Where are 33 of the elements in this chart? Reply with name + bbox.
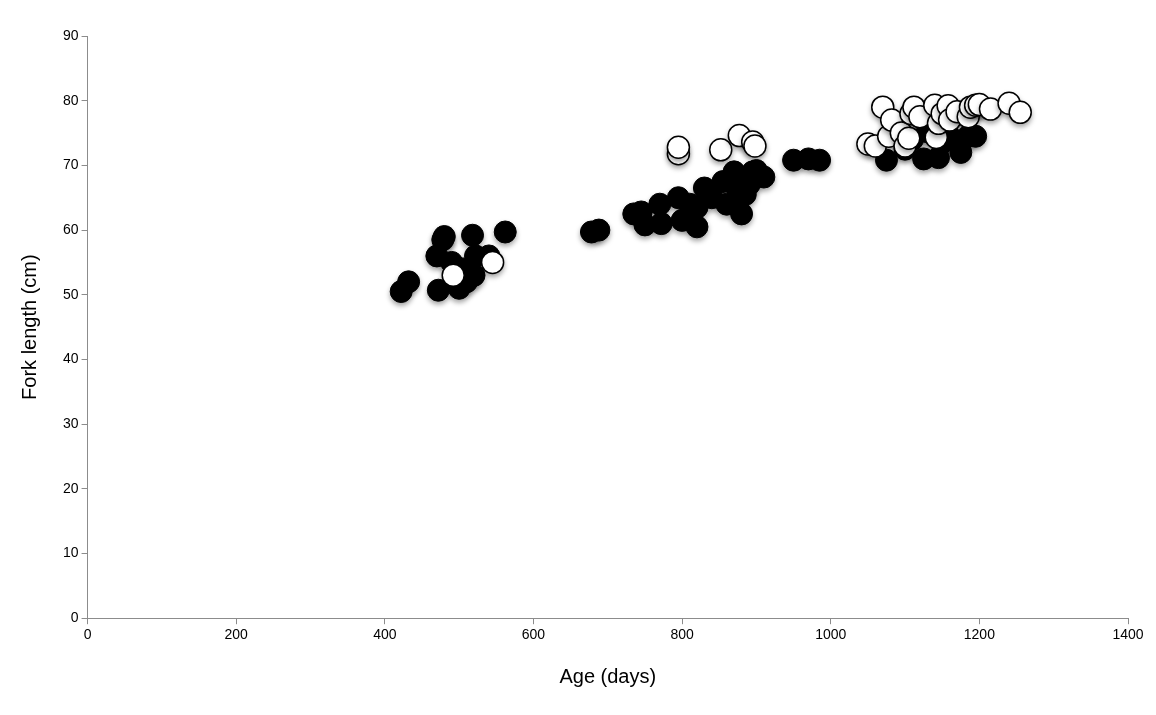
y-axis-title: Fork length (cm)	[17, 254, 40, 400]
y-tick-label: 0	[70, 609, 79, 626]
point	[426, 278, 450, 302]
point	[441, 263, 465, 288]
x-tick-label: 0	[83, 626, 92, 643]
y-tick-label: 60	[62, 220, 79, 237]
x-tick-label: 1200	[963, 626, 996, 643]
y-tick-label: 20	[62, 479, 79, 496]
point	[480, 250, 505, 275]
y-tick-label: 30	[62, 414, 79, 431]
point	[493, 220, 517, 244]
point	[649, 212, 673, 236]
point	[730, 202, 754, 226]
point	[666, 135, 691, 160]
point	[685, 215, 709, 239]
point	[461, 223, 485, 247]
x-tick-label: 200	[224, 626, 249, 643]
x-tick-label: 600	[521, 626, 546, 643]
x-tick-label: 1000	[815, 626, 847, 643]
point	[397, 270, 421, 294]
point	[897, 126, 921, 150]
x-tick-label: 800	[670, 626, 694, 643]
y-tick-label: 90	[62, 26, 79, 43]
y-tick-label: 50	[62, 285, 79, 302]
point	[978, 97, 1003, 121]
y-tick-label: 40	[62, 350, 79, 367]
x-axis-title: Age (days)	[559, 664, 657, 687]
point	[1008, 100, 1032, 125]
y-tick-label: 70	[62, 156, 79, 173]
y-tick-label: 80	[62, 91, 79, 108]
y-tick-label: 10	[62, 544, 79, 561]
x-tick-label: 400	[373, 626, 397, 643]
x-tick-label: 1400	[1112, 626, 1144, 643]
